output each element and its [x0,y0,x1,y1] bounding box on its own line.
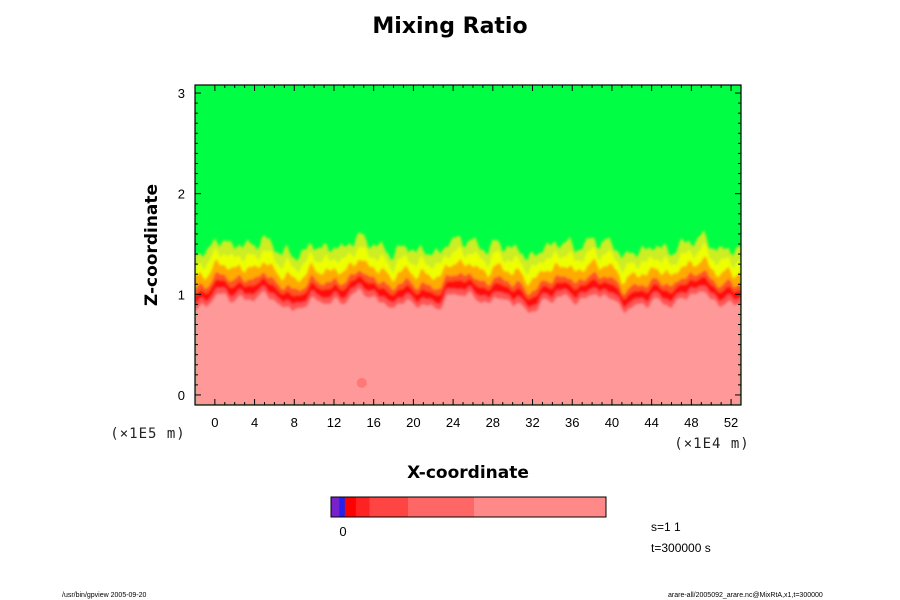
colorbar-segment [339,497,346,517]
y-unit-label: (×1E5 m) [110,426,185,442]
x-tick-label: 32 [525,415,539,430]
x-tick-label: 20 [406,415,420,430]
y-tick-label: 1 [178,287,185,302]
x-tick-label: 28 [486,415,500,430]
colorbar-segment [408,497,475,517]
colorbar [331,497,607,517]
y-tick-label: 2 [178,187,185,202]
x-tick-label: 24 [446,415,460,430]
y-tick-label: 3 [178,86,185,101]
chart-title: Mixing Ratio [372,14,528,39]
heatmap-field [195,85,741,405]
footer-right: arare-all/2005092_arare.nc@MixRtA,x1,t=3… [668,592,823,599]
layer-lower [195,288,741,405]
heatmap-blob [356,377,367,388]
x-tick-label: 44 [644,415,658,430]
x-axis-title: X-coordinate [407,463,529,483]
x-unit-label: (×1E4 m) [674,436,749,452]
x-tick-label: 4 [251,415,258,430]
x-tick-label: 40 [605,415,619,430]
colorbar-segment [331,497,340,517]
y-axis-title: Z-coordinate [142,184,162,306]
colorbar-tick-label: 0 [339,524,346,539]
x-tick-label: 12 [327,415,341,430]
y-tick-label: 0 [178,388,185,403]
x-tick-label: 0 [211,415,218,430]
colorbar-segment [355,497,371,517]
colorbar-segment [344,497,357,517]
colorbar-frame [330,496,607,518]
colorbar-segment [369,497,409,517]
t-annotation: t=300000 s [651,541,711,555]
plot-frame [194,84,742,406]
x-tick-label: 52 [724,415,738,430]
s-annotation: s=1 1 [651,520,681,534]
x-axis: 0 4 8 12 16 20 24 28 32 36 40 44 48 52 [211,85,738,430]
y-axis: 0 1 2 3 [178,86,741,406]
footer-left: /usr/bin/gpview 2005-09-20 [62,592,147,599]
x-tick-label: 16 [366,415,380,430]
x-tick-label: 36 [565,415,579,430]
x-tick-label: 8 [291,415,298,430]
colorbar-segment [474,497,607,517]
x-tick-label: 48 [684,415,698,430]
